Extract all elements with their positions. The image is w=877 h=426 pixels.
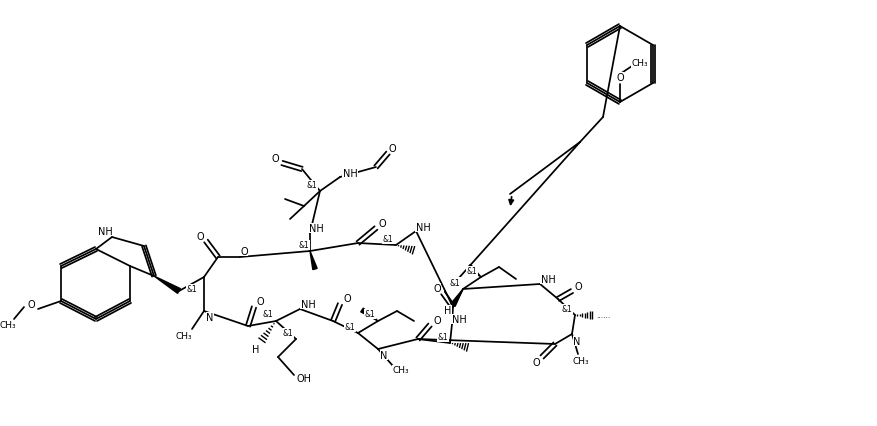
Text: &1: &1 [437,333,448,342]
Text: NH: NH [415,222,430,233]
Text: OH: OH [296,373,311,383]
Text: N: N [573,336,580,346]
Text: N: N [206,312,213,322]
Text: CH₃: CH₃ [0,321,17,330]
Polygon shape [360,308,378,321]
Text: &1: &1 [262,310,273,319]
Polygon shape [153,276,180,294]
Text: CH₃: CH₃ [392,366,409,374]
Text: CH₃: CH₃ [572,357,588,366]
Text: &1: &1 [466,267,477,276]
Text: &1: &1 [364,310,375,319]
Text: O: O [388,144,396,154]
Text: O: O [531,357,539,367]
Text: &1: &1 [382,235,393,244]
Text: NH: NH [342,169,357,178]
Text: NH: NH [540,274,555,284]
Text: &1: &1 [306,181,317,190]
Text: O: O [27,299,35,309]
Polygon shape [310,251,317,270]
Text: &1: &1 [345,323,355,332]
Text: N: N [380,350,388,360]
Text: NH: NH [309,224,323,233]
Text: O: O [240,246,247,256]
Polygon shape [467,265,481,277]
Text: O: O [256,296,263,306]
Text: H: H [252,344,260,354]
Polygon shape [451,289,462,307]
Text: O: O [343,294,351,303]
Text: ......: ...... [595,311,610,320]
Text: O: O [432,315,440,325]
Text: &1: &1 [561,305,572,314]
Text: &1: &1 [298,241,309,250]
Text: O: O [378,219,385,228]
Text: NH: NH [97,227,112,236]
Text: O: O [574,281,581,291]
Text: NH: NH [300,299,315,309]
Text: O: O [196,231,203,242]
Text: CH₃: CH₃ [631,59,647,68]
Text: &1: &1 [449,278,460,287]
Text: &1: &1 [187,285,197,294]
Text: CH₃: CH₃ [175,332,192,341]
Text: O: O [432,283,440,294]
Text: O: O [616,73,623,83]
Text: &1: &1 [282,329,293,338]
Text: O: O [271,154,279,164]
Text: NH: NH [451,314,466,324]
Text: H: H [444,305,451,315]
